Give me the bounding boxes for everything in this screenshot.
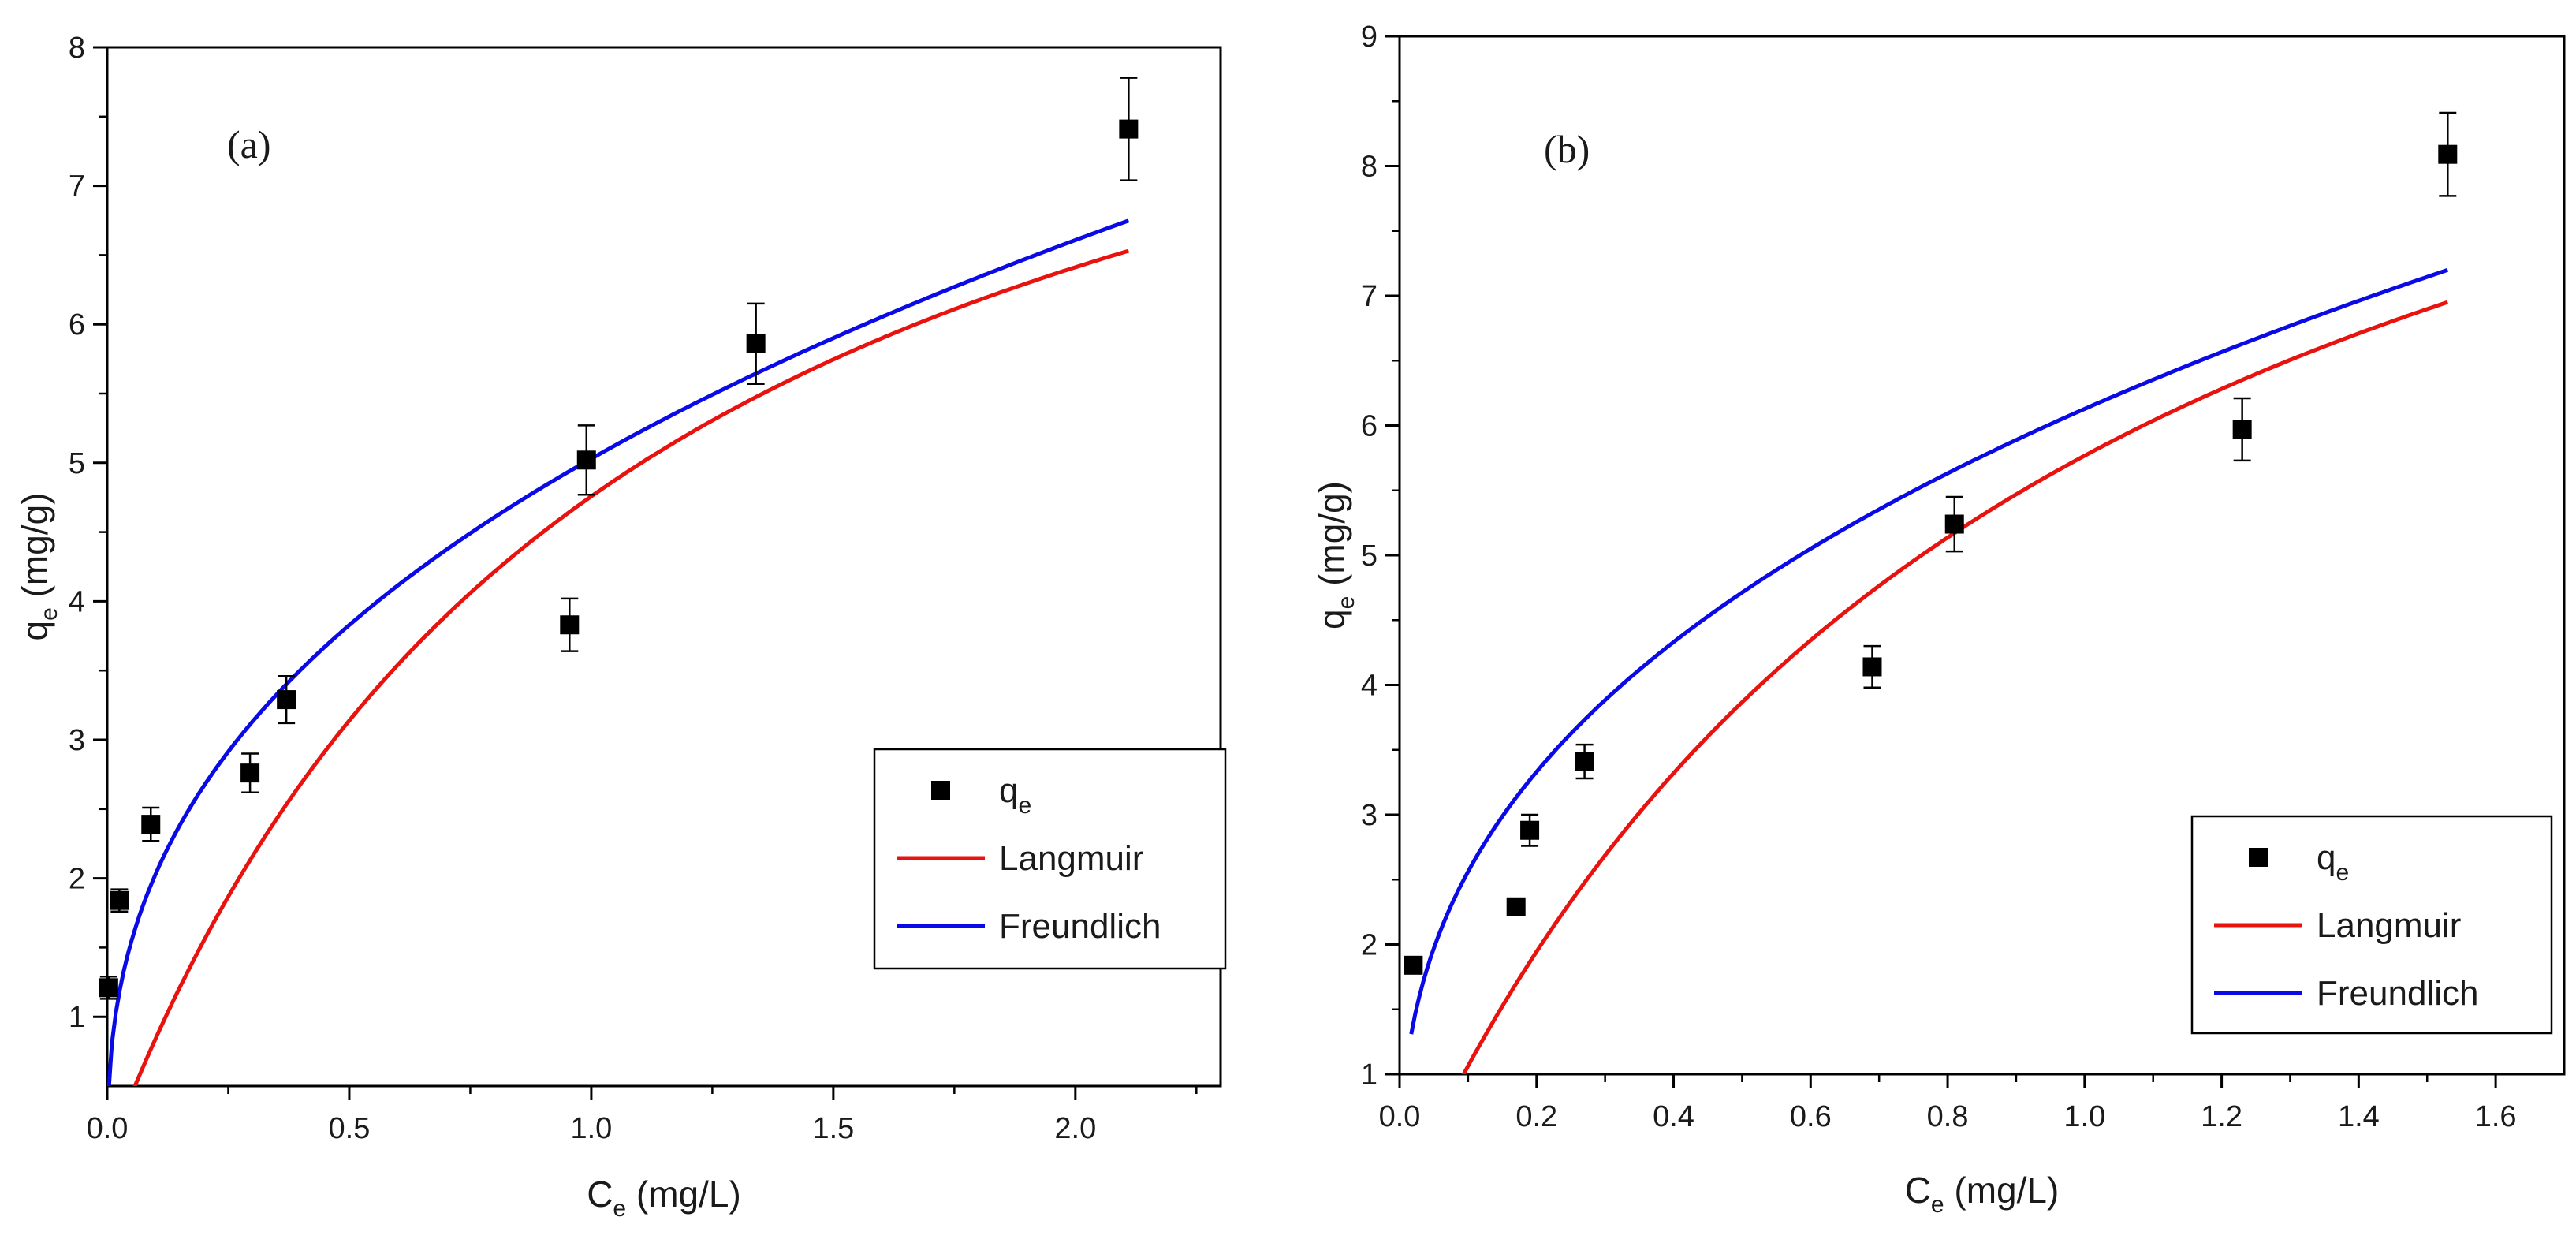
legend-label: Freundlich xyxy=(999,907,1161,946)
data-point xyxy=(1520,820,1540,840)
x-tick-label: 1.6 xyxy=(2475,1100,2517,1133)
legend-label: qe xyxy=(2317,838,2349,886)
y-tick-label: 2 xyxy=(1361,929,1377,962)
y-axis-label-main: q xyxy=(1311,609,1352,629)
y-axis-label: qe (mg/g) xyxy=(1311,481,1359,629)
y-tick-label: 5 xyxy=(69,447,85,480)
y-tick-label: 7 xyxy=(69,170,85,203)
y-axis-label-unit: (mg/g) xyxy=(1311,481,1352,596)
data-point xyxy=(576,450,596,470)
y-tick-label: 5 xyxy=(1361,539,1377,573)
y-axis-label-main: q xyxy=(14,621,55,641)
x-axis-label-main: C xyxy=(1905,1170,1931,1211)
x-tick-label: 1.0 xyxy=(570,1112,612,1145)
legend-label: Freundlich xyxy=(2317,974,2478,1013)
x-axis-label: Ce (mg/L) xyxy=(587,1174,741,1222)
y-axis-label-unit: (mg/g) xyxy=(14,493,55,608)
legend-label-main: Freundlich xyxy=(2317,974,2478,1013)
panel-label: (a) xyxy=(227,122,271,166)
y-tick-label: 7 xyxy=(1361,280,1377,313)
x-tick-label: 2.0 xyxy=(1054,1112,1096,1145)
y-axis-label: qe (mg/g) xyxy=(14,493,62,641)
y-tick-label: 4 xyxy=(1361,670,1377,703)
x-axis-label-sub: e xyxy=(1931,1192,1944,1218)
y-tick-label: 2 xyxy=(69,863,85,896)
data-point xyxy=(277,690,296,710)
x-tick-label: 1.5 xyxy=(812,1112,854,1145)
x-tick-label: 1.4 xyxy=(2338,1100,2380,1133)
x-tick-label: 0.8 xyxy=(1927,1100,1969,1133)
x-tick-label: 1.2 xyxy=(2201,1100,2242,1133)
chart-b: 0.0 0.2 0.4 0.6 0.8 1.0 1.2 1.4 1.6 1 2 3 4 5 6 7 8 9 Ce (… xyxy=(1311,21,2566,1218)
x-axis-label-main: C xyxy=(587,1174,613,1215)
legend-marker-qe xyxy=(2249,848,2268,867)
legend-label-sub: e xyxy=(2336,860,2349,886)
x-axis-label-unit: (mg/L) xyxy=(626,1174,741,1215)
data-point xyxy=(141,815,161,834)
plot-frame xyxy=(106,46,1222,1088)
x-axis-label-unit: (mg/L) xyxy=(1944,1170,2060,1211)
y-tick-label: 3 xyxy=(69,724,85,757)
legend-label-main: Freundlich xyxy=(999,907,1161,946)
y-tick-label: 1 xyxy=(69,1001,85,1034)
y-tick-label: 9 xyxy=(1361,21,1377,54)
legend-label-main: Langmuir xyxy=(999,839,1143,878)
x-tick-label: 0.2 xyxy=(1515,1100,1557,1133)
data-point xyxy=(1119,119,1139,139)
langmuir-fit-curve xyxy=(1461,300,2449,1074)
panel-label: (b) xyxy=(1544,127,1590,171)
y-axis-label-sub: e xyxy=(1333,596,1359,610)
y-axis-label-sub: e xyxy=(36,607,62,621)
x-tick-label: 0.0 xyxy=(1379,1100,1421,1133)
legend-label-main: q xyxy=(2317,838,2336,877)
langmuir-fit-curve xyxy=(132,248,1130,1086)
x-tick-label: 0.0 xyxy=(87,1112,129,1145)
legend-label-main: Langmuir xyxy=(2317,906,2461,945)
legend-label: Langmuir xyxy=(2317,906,2461,945)
data-point xyxy=(1944,514,1964,534)
x-axis-label-sub: e xyxy=(613,1196,626,1222)
y-tick-label: 6 xyxy=(1361,410,1377,443)
x-tick-label: 0.4 xyxy=(1653,1100,1694,1133)
x-tick-label: 0.6 xyxy=(1790,1100,1832,1133)
legend-marker-qe xyxy=(931,781,950,800)
data-point xyxy=(110,890,129,910)
y-tick-label: 4 xyxy=(69,585,85,618)
x-tick-label: 1.0 xyxy=(2063,1100,2105,1133)
data-point xyxy=(99,978,118,998)
legend-label-sub: e xyxy=(1018,793,1031,819)
x-tick-label: 0.5 xyxy=(329,1112,371,1145)
freundlich-fit-curve xyxy=(1409,267,2449,1035)
legend-label: qe xyxy=(999,771,1031,819)
y-tick-label: 8 xyxy=(1361,151,1377,184)
data-point xyxy=(746,334,766,353)
y-tick-label: 8 xyxy=(69,32,85,65)
legend-label-main: q xyxy=(999,771,1018,810)
legend-label: Langmuir xyxy=(999,839,1143,878)
data-point xyxy=(1575,752,1594,771)
y-tick-label: 3 xyxy=(1361,799,1377,832)
y-tick-label: 1 xyxy=(1361,1058,1377,1092)
data-point xyxy=(1506,897,1526,916)
data-point xyxy=(2232,420,2252,439)
x-axis-label: Ce (mg/L) xyxy=(1905,1170,2060,1218)
data-point xyxy=(1404,955,1423,975)
data-point xyxy=(2438,144,2458,164)
data-point xyxy=(240,763,260,783)
data-point xyxy=(560,615,580,635)
y-tick-label: 6 xyxy=(69,308,85,342)
data-point xyxy=(1862,657,1882,677)
